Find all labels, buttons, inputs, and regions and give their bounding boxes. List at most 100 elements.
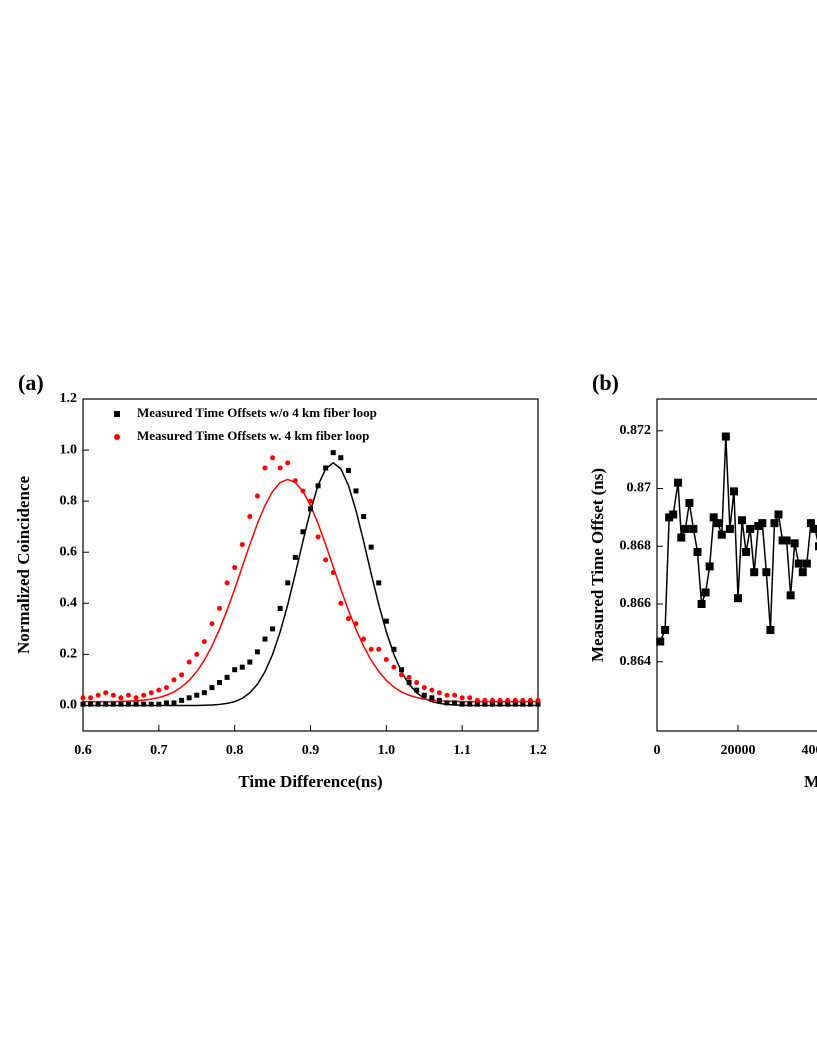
y-axis-label: Measured Time Offset (ns) <box>588 468 607 662</box>
data-point <box>148 701 154 707</box>
data-point <box>693 548 702 557</box>
data-point <box>376 646 382 652</box>
data-point <box>262 465 268 471</box>
data-point <box>186 659 192 665</box>
data-point <box>661 625 670 634</box>
data-point <box>802 559 811 568</box>
data-point <box>277 605 283 611</box>
data-point <box>810 524 817 533</box>
data-point <box>717 530 726 539</box>
data-point <box>778 536 787 545</box>
data-point <box>806 519 815 528</box>
data-point <box>232 565 238 571</box>
data-point <box>815 542 817 551</box>
data-point <box>467 695 473 701</box>
data-point <box>353 621 359 627</box>
data-point <box>689 524 698 533</box>
y-tick-label: 0.2 <box>60 647 78 662</box>
data-point <box>505 697 511 703</box>
data-point <box>729 487 738 496</box>
data-point <box>300 529 306 535</box>
data-point <box>110 701 116 707</box>
data-point <box>323 557 329 563</box>
data-point <box>421 692 427 698</box>
data-point <box>118 695 124 701</box>
data-point <box>254 493 260 499</box>
data-point <box>490 697 495 703</box>
data-point <box>421 685 427 691</box>
data-point <box>713 519 722 528</box>
data-point <box>323 465 329 471</box>
data-point <box>770 519 779 528</box>
data-point <box>270 626 276 632</box>
data-point <box>794 559 803 568</box>
plot-frame <box>656 398 817 732</box>
data-point <box>315 483 321 489</box>
data-point <box>217 679 222 685</box>
data-point <box>786 591 795 600</box>
data-point <box>194 651 200 657</box>
data-point <box>126 701 131 707</box>
data-point <box>345 616 351 622</box>
data-point <box>308 506 313 512</box>
data-point <box>330 570 336 576</box>
x-axis-label: M <box>804 772 817 791</box>
data-point <box>171 677 177 683</box>
data-point <box>520 701 526 707</box>
data-point <box>361 636 367 642</box>
data-point <box>535 701 541 707</box>
data-point <box>674 478 683 487</box>
data-point <box>452 692 458 698</box>
data-point <box>444 700 450 706</box>
data-point <box>482 701 488 707</box>
data-point <box>762 568 771 577</box>
data-point <box>80 701 86 707</box>
data-point <box>505 701 511 707</box>
data-point <box>681 524 690 533</box>
data-point <box>734 594 742 603</box>
x-tick-label: 0 <box>654 743 661 758</box>
data-point <box>345 468 351 474</box>
data-point <box>790 539 799 548</box>
x-tick-label: 0.6 <box>74 743 92 758</box>
data-point <box>497 697 503 703</box>
data-point <box>482 697 488 703</box>
data-point <box>709 513 718 522</box>
x-tick-label: 40000 <box>802 743 817 758</box>
data-point <box>118 701 124 707</box>
data-point <box>429 687 435 693</box>
data-point <box>103 690 109 696</box>
data-point <box>217 605 222 611</box>
data-point <box>270 455 276 461</box>
data-point <box>436 697 442 703</box>
data-point <box>163 700 169 706</box>
data-point <box>520 697 526 703</box>
data-point <box>239 542 245 548</box>
x-tick-label: 0.8 <box>226 743 244 758</box>
data-point <box>459 701 465 707</box>
data-point <box>88 701 94 707</box>
data-point <box>277 465 283 471</box>
y-tick-label: 0.8 <box>60 493 78 508</box>
data-point <box>701 588 710 597</box>
data-point <box>80 695 86 701</box>
data-point <box>262 636 268 642</box>
y-tick-label: 0.868 <box>620 538 652 553</box>
data-point <box>685 498 694 507</box>
data-point <box>110 692 116 698</box>
chart-panel: 0 20000 40000 0.864 0.866 0.868 0.87 0.872 M Meas… <box>588 370 817 791</box>
data-point <box>459 695 465 701</box>
data-point <box>383 618 389 624</box>
data-point <box>232 667 238 673</box>
y-tick-label: 0.872 <box>620 423 652 438</box>
data-point <box>535 697 541 703</box>
data-point <box>474 701 480 707</box>
data-point <box>399 667 404 673</box>
data-point <box>656 637 665 646</box>
y-tick-label: 1.2 <box>60 391 78 406</box>
x-tick-label: 1.2 <box>529 743 547 758</box>
data-point <box>738 516 747 525</box>
x-tick-label: 0.9 <box>302 743 320 758</box>
data-point <box>452 700 458 706</box>
